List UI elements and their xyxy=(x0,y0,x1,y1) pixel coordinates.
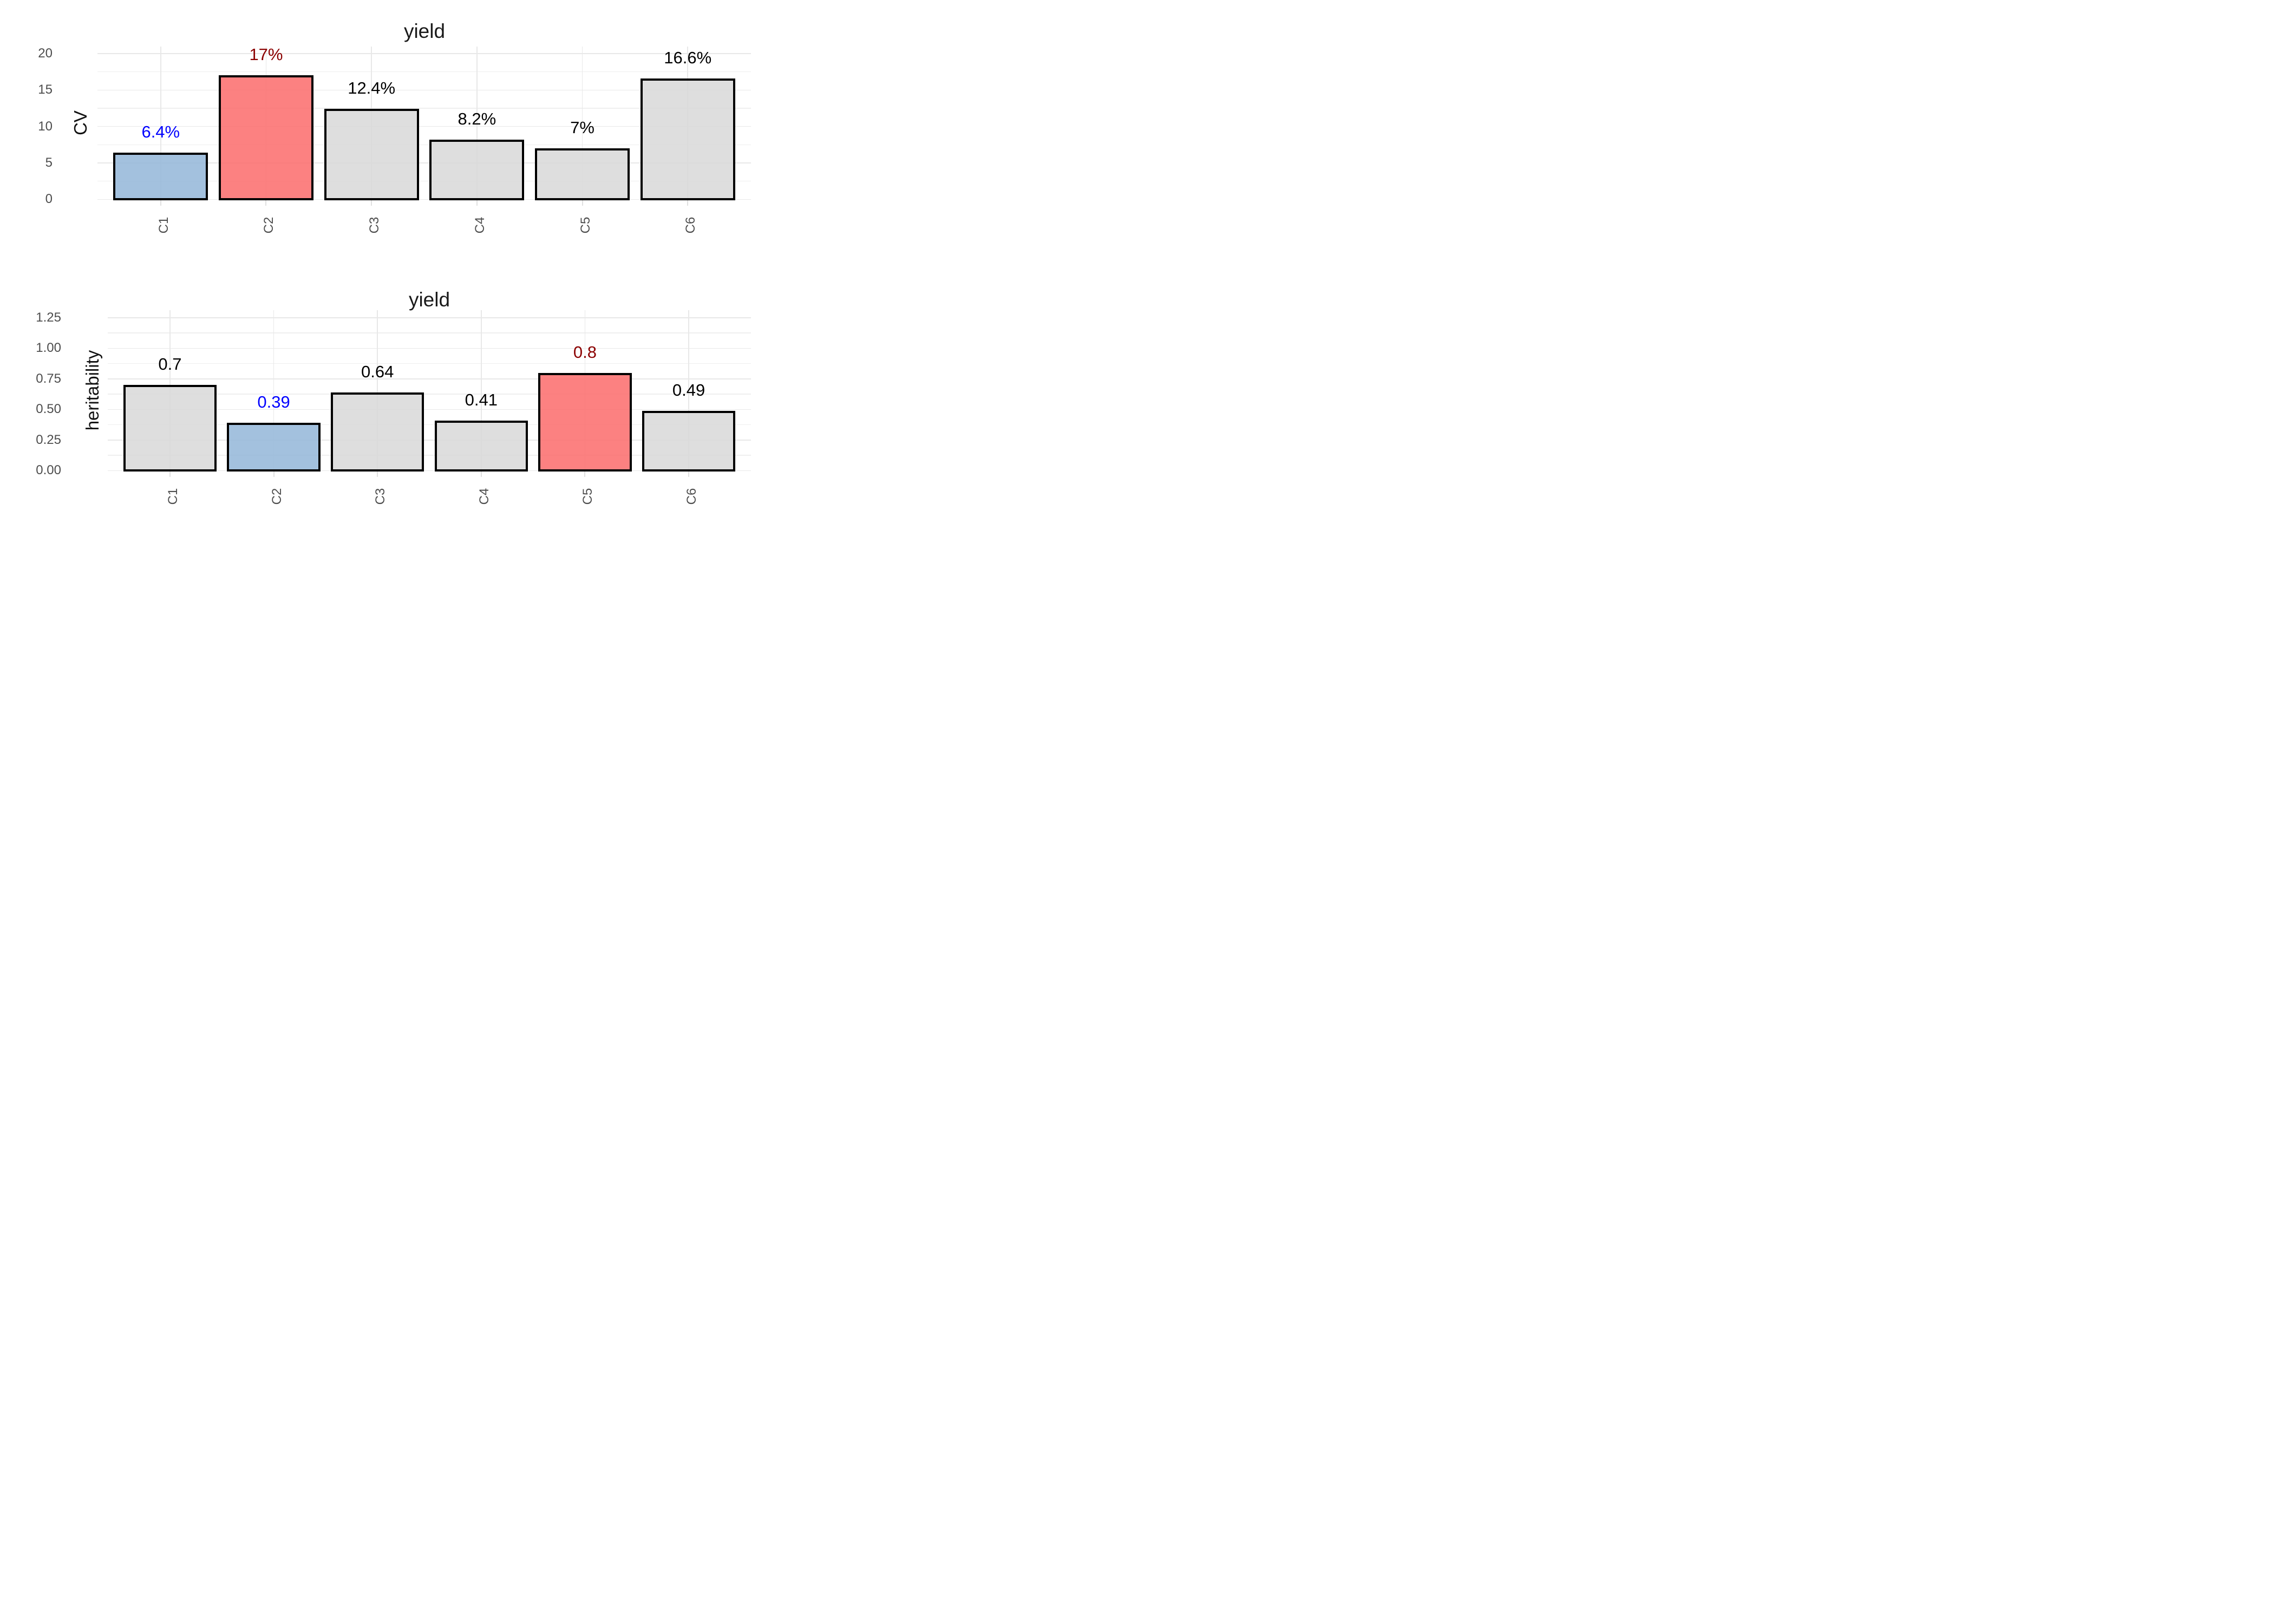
x-axis-tick xyxy=(371,200,373,206)
major-vertical-gridline xyxy=(581,46,583,200)
x-tick-label-c1: C1 xyxy=(165,488,180,505)
y-tick-label-15: 15 xyxy=(38,82,53,97)
major-vertical-gridline xyxy=(377,310,378,471)
major-gridline xyxy=(97,53,751,54)
x-tick-label-c5: C5 xyxy=(580,488,596,505)
major-gridline xyxy=(108,378,751,379)
y-tick-label-10: 10 xyxy=(38,119,53,134)
y-tick-label-1.00: 1.00 xyxy=(36,340,61,356)
y-tick-label-1.25: 1.25 xyxy=(36,310,61,325)
x-axis-tick xyxy=(169,471,171,477)
bar-c1 xyxy=(113,153,208,201)
bar-c5 xyxy=(534,148,630,201)
x-tick-label-c6: C6 xyxy=(683,217,698,234)
minor-gridline xyxy=(108,455,751,456)
bar-value-label-c5: 7% xyxy=(570,118,594,137)
bar-value-label-c6: 16.6% xyxy=(664,48,712,67)
chart-title-heritability: yield xyxy=(408,289,450,311)
major-gridline xyxy=(108,348,751,349)
x-axis-tick xyxy=(476,200,478,206)
x-tick-label-c1: C1 xyxy=(156,217,171,234)
bar-value-label-c1: 0.7 xyxy=(158,355,182,374)
x-tick-label-c2: C2 xyxy=(269,488,284,505)
bar-value-label-c2: 0.39 xyxy=(257,392,290,412)
y-tick-label-20: 20 xyxy=(38,45,53,61)
x-tick-label-c2: C2 xyxy=(262,217,277,234)
bar-c6 xyxy=(642,410,736,472)
major-vertical-gridline xyxy=(476,46,478,200)
bar-c3 xyxy=(324,109,419,201)
major-gridline xyxy=(108,440,751,441)
bar-value-label-c6: 0.49 xyxy=(672,380,705,400)
minor-gridline xyxy=(97,180,751,182)
bar-value-label-c1: 6.4% xyxy=(141,122,180,142)
y-tick-label-0.50: 0.50 xyxy=(36,402,61,417)
x-axis-tick xyxy=(480,471,482,477)
y-tick-label-0.25: 0.25 xyxy=(36,432,61,447)
major-gridline xyxy=(108,409,751,410)
major-gridline xyxy=(97,162,751,163)
major-gridline xyxy=(108,470,751,472)
major-gridline xyxy=(97,199,751,200)
minor-gridline xyxy=(108,332,751,333)
x-tick-label-c6: C6 xyxy=(684,488,700,505)
bar-c5 xyxy=(538,372,632,472)
major-vertical-gridline xyxy=(688,310,689,471)
x-axis-tick xyxy=(687,200,689,206)
x-axis-tick xyxy=(688,471,690,477)
x-axis-tick xyxy=(581,200,583,206)
minor-gridline xyxy=(97,71,751,73)
bar-c3 xyxy=(330,392,424,472)
bar-c1 xyxy=(123,385,217,472)
minor-gridline xyxy=(108,394,751,395)
bar-c2 xyxy=(218,75,314,201)
bar-value-label-c4: 8.2% xyxy=(458,109,496,128)
x-tick-label-c4: C4 xyxy=(476,488,492,505)
y-tick-label-5: 5 xyxy=(45,155,53,170)
bar-value-label-c2: 17% xyxy=(249,45,283,64)
minor-gridline xyxy=(97,108,751,109)
minor-gridline xyxy=(108,424,751,425)
bar-c4 xyxy=(429,139,525,201)
major-vertical-gridline xyxy=(481,310,482,471)
x-axis-tick xyxy=(265,200,267,206)
major-gridline xyxy=(108,317,751,318)
y-tick-label-0.75: 0.75 xyxy=(36,371,61,386)
minor-gridline xyxy=(97,144,751,146)
major-gridline xyxy=(97,89,751,91)
bar-c4 xyxy=(434,420,528,472)
major-vertical-gridline xyxy=(160,46,161,200)
y-axis-title-cv: CV xyxy=(70,110,90,135)
x-axis-tick xyxy=(377,471,378,477)
bar-value-label-c3: 12.4% xyxy=(348,78,396,98)
x-tick-label-c4: C4 xyxy=(472,217,487,234)
x-axis-tick xyxy=(273,471,275,477)
bar-c6 xyxy=(640,78,735,201)
x-axis-tick xyxy=(584,471,586,477)
major-gridline xyxy=(97,126,751,127)
major-vertical-gridline xyxy=(273,310,275,471)
chart-title-cv: yield xyxy=(403,20,446,42)
x-tick-label-c3: C3 xyxy=(373,488,388,505)
y-tick-label-0.00: 0.00 xyxy=(36,463,61,478)
bar-c2 xyxy=(227,423,321,472)
bar-value-label-c4: 0.41 xyxy=(465,390,498,409)
minor-gridline xyxy=(108,363,751,364)
x-axis-tick xyxy=(160,200,161,206)
x-tick-label-c5: C5 xyxy=(578,217,593,234)
bar-value-label-c3: 0.64 xyxy=(361,362,394,381)
y-tick-label-0: 0 xyxy=(45,192,53,207)
bar-value-label-c5: 0.8 xyxy=(573,342,597,362)
figure: yield CV yield heritability C1 C2 C3 C4 C5 C6… xyxy=(0,0,758,541)
y-axis-title-heritability: heritability xyxy=(82,350,102,431)
x-tick-label-c3: C3 xyxy=(367,217,382,234)
